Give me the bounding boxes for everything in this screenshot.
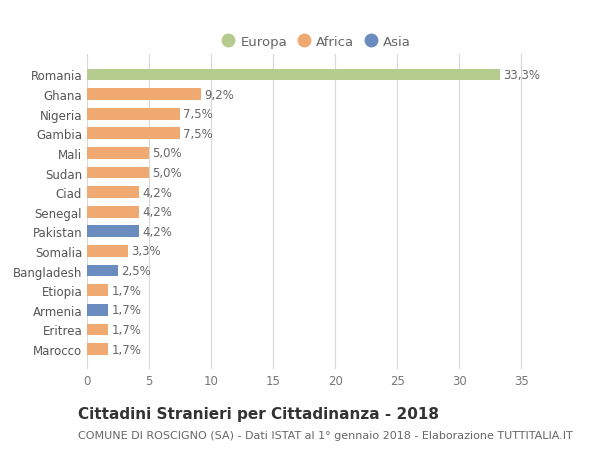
- Text: 4,2%: 4,2%: [142, 186, 172, 199]
- Text: 1,7%: 1,7%: [111, 343, 141, 356]
- Text: 7,5%: 7,5%: [183, 128, 213, 140]
- Bar: [87, 265, 118, 277]
- Text: 4,2%: 4,2%: [142, 206, 172, 219]
- Bar: [87, 285, 108, 297]
- Bar: [87, 343, 108, 355]
- Bar: [87, 148, 149, 159]
- Bar: [87, 128, 180, 140]
- Bar: [87, 187, 139, 199]
- Text: 1,7%: 1,7%: [111, 304, 141, 317]
- Bar: [87, 207, 139, 218]
- Text: 3,3%: 3,3%: [131, 245, 161, 258]
- Bar: [87, 324, 108, 336]
- Bar: [87, 304, 108, 316]
- Text: COMUNE DI ROSCIGNO (SA) - Dati ISTAT al 1° gennaio 2018 - Elaborazione TUTTITALI: COMUNE DI ROSCIGNO (SA) - Dati ISTAT al …: [78, 431, 573, 440]
- Text: 7,5%: 7,5%: [183, 108, 213, 121]
- Text: 2,5%: 2,5%: [121, 264, 151, 278]
- Bar: [87, 69, 500, 81]
- Text: 9,2%: 9,2%: [204, 88, 234, 101]
- Text: 1,7%: 1,7%: [111, 323, 141, 336]
- Bar: [87, 108, 180, 120]
- Text: 33,3%: 33,3%: [503, 69, 540, 82]
- Bar: [87, 246, 128, 257]
- Legend: Europa, Africa, Asia: Europa, Africa, Asia: [217, 30, 416, 54]
- Text: 4,2%: 4,2%: [142, 225, 172, 238]
- Text: 1,7%: 1,7%: [111, 284, 141, 297]
- Text: 5,0%: 5,0%: [152, 147, 182, 160]
- Text: Cittadini Stranieri per Cittadinanza - 2018: Cittadini Stranieri per Cittadinanza - 2…: [78, 406, 439, 421]
- Bar: [87, 89, 201, 101]
- Bar: [87, 167, 149, 179]
- Text: 5,0%: 5,0%: [152, 167, 182, 179]
- Bar: [87, 226, 139, 238]
